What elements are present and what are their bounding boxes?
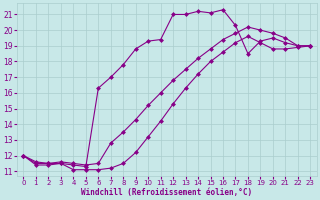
X-axis label: Windchill (Refroidissement éolien,°C): Windchill (Refroidissement éolien,°C) <box>81 188 252 197</box>
